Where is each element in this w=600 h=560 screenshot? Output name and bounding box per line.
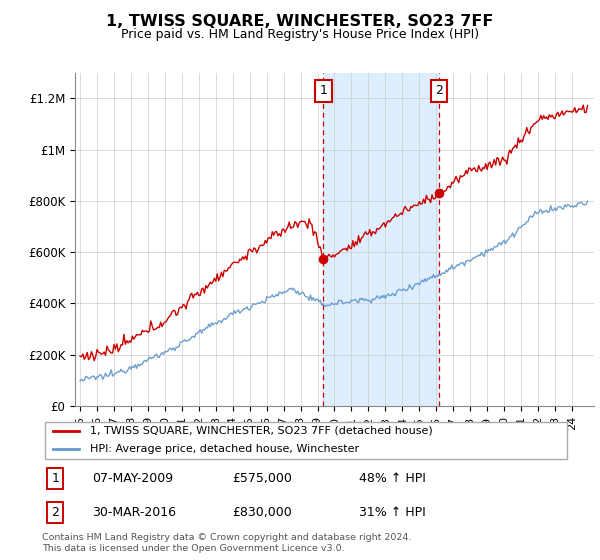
Text: 2: 2 [51, 506, 59, 519]
Text: 48% ↑ HPI: 48% ↑ HPI [359, 473, 425, 486]
Text: 2: 2 [435, 84, 443, 97]
Text: HPI: Average price, detached house, Winchester: HPI: Average price, detached house, Winc… [89, 445, 359, 454]
Text: 1, TWISS SQUARE, WINCHESTER, SO23 7FF (detached house): 1, TWISS SQUARE, WINCHESTER, SO23 7FF (d… [89, 426, 432, 436]
Text: 1: 1 [51, 473, 59, 486]
Text: £575,000: £575,000 [232, 473, 292, 486]
Text: 07-MAY-2009: 07-MAY-2009 [92, 473, 173, 486]
FancyBboxPatch shape [44, 422, 567, 459]
Text: £830,000: £830,000 [232, 506, 292, 519]
Text: 30-MAR-2016: 30-MAR-2016 [92, 506, 176, 519]
Text: 1: 1 [319, 84, 327, 97]
Bar [323, 73, 439, 406]
Text: 1, TWISS SQUARE, WINCHESTER, SO23 7FF: 1, TWISS SQUARE, WINCHESTER, SO23 7FF [106, 14, 494, 29]
Text: Contains HM Land Registry data © Crown copyright and database right 2024.
This d: Contains HM Land Registry data © Crown c… [42, 533, 412, 553]
Text: 31% ↑ HPI: 31% ↑ HPI [359, 506, 425, 519]
Text: Price paid vs. HM Land Registry's House Price Index (HPI): Price paid vs. HM Land Registry's House … [121, 28, 479, 41]
